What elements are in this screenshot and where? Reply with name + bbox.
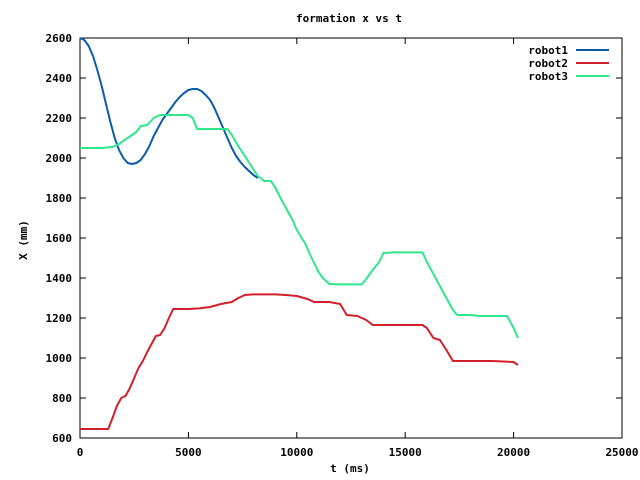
y-axis: 600 800 1000 1200 1400 1600 1800 2000 2200 2400 26… [46, 32, 622, 445]
x-tick-label: 15000 [389, 446, 422, 459]
y-tick-label: 1400 [46, 272, 73, 285]
x-tick-label: 0 [77, 446, 84, 459]
x-axis-title: t (ms) [330, 462, 370, 475]
y-tick-label: 2000 [46, 152, 73, 165]
legend-label-robot1: robot1 [528, 44, 568, 57]
x-tick-label: 10000 [280, 446, 313, 459]
legend-label-robot2: robot2 [528, 57, 568, 70]
y-tick-label: 1200 [46, 312, 73, 325]
series-line-robot2 [80, 293, 519, 430]
chart-title: formation x vs t [296, 12, 402, 25]
y-tick-label: 2200 [46, 112, 73, 125]
series-line-robot3 [80, 114, 519, 339]
plot-area-frame [79, 37, 623, 439]
y-tick-label: 1800 [46, 192, 73, 205]
y-tick-label: 2600 [46, 32, 73, 45]
x-tick-label: 5000 [175, 446, 202, 459]
legend-label-robot3: robot3 [528, 70, 568, 83]
x-tick-label: 25000 [605, 446, 638, 459]
y-tick-label: 800 [52, 392, 72, 405]
y-tick-label: 2400 [46, 72, 73, 85]
y-tick-label: 600 [52, 432, 72, 445]
x-axis: 0 5000 10000 15000 20000 25000 [77, 38, 639, 459]
series-line-robot1 [79, 37, 259, 179]
y-axis-title: X (mm) [17, 220, 30, 260]
y-tick-label: 1000 [46, 352, 73, 365]
x-tick-label: 20000 [497, 446, 530, 459]
series-lines [79, 37, 519, 430]
y-tick-label: 1600 [46, 232, 73, 245]
